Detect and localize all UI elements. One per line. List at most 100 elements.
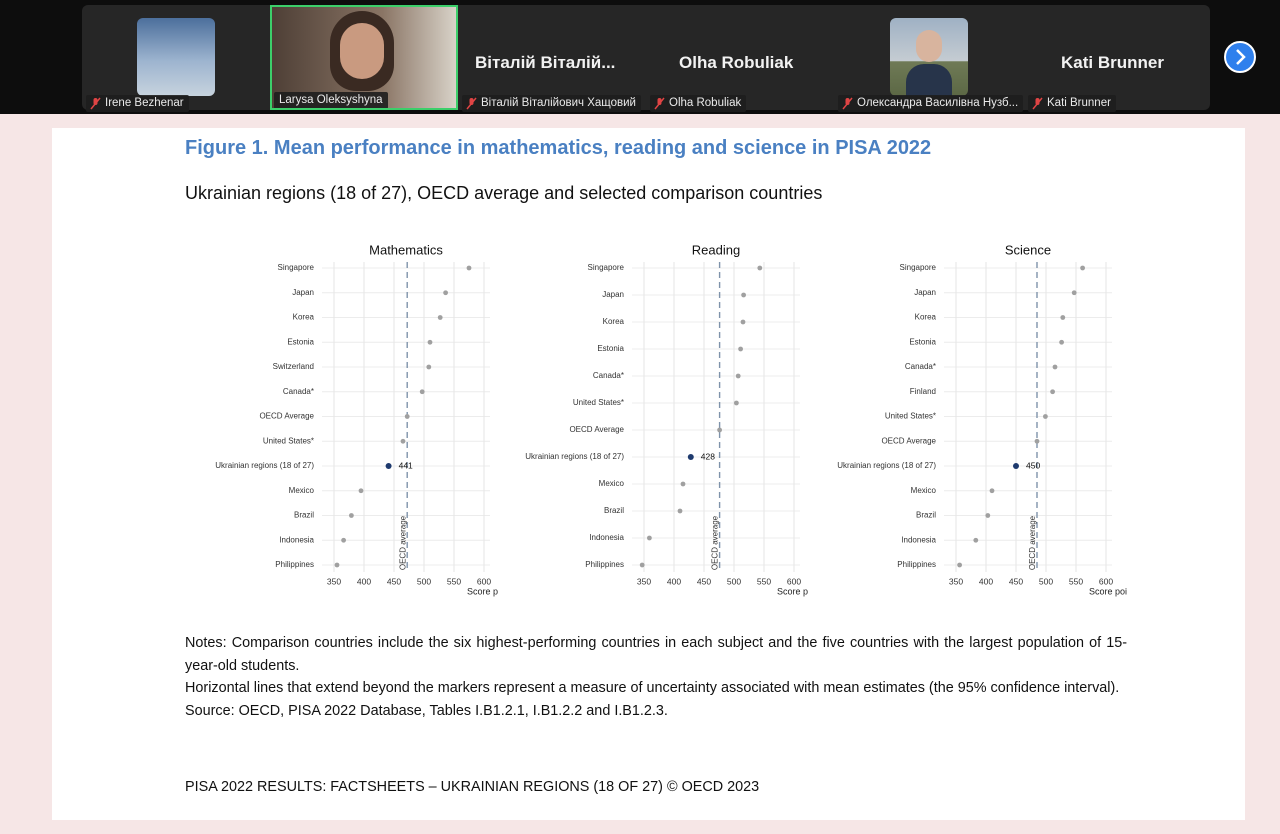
category-label: Ukrainian regions (18 of 27) xyxy=(215,461,314,470)
marker xyxy=(735,373,741,379)
x-tick-label: 550 xyxy=(447,576,461,586)
category-label: Ukrainian regions (18 of 27) xyxy=(837,461,936,470)
participant-tile[interactable]: Kati Brunner Kati Brunner xyxy=(1026,5,1210,112)
participant-name-text: Irene Bezhenar xyxy=(105,97,184,109)
category-label: OECD Average xyxy=(569,425,624,434)
reference-label: OECD average xyxy=(398,515,407,570)
avatar-face xyxy=(916,30,942,62)
mic-off-icon xyxy=(842,97,853,110)
participant-name: Kati Brunner xyxy=(1028,95,1116,112)
x-tick-label: 400 xyxy=(667,576,681,586)
x-tick-label: 550 xyxy=(1069,576,1083,586)
participant-tile[interactable]: Irene Bezhenar xyxy=(84,5,268,112)
participant-name-text: Larysa Oleksyshyna xyxy=(279,94,383,106)
x-tick-label: 450 xyxy=(387,576,401,586)
marker xyxy=(741,292,746,298)
participant-name: Olha Robuliak xyxy=(650,95,747,112)
category-label: Philippines xyxy=(275,560,314,569)
highlight-marker xyxy=(385,463,392,469)
participant-name: Олександра Василівна Нузб... xyxy=(838,95,1024,112)
category-label: Korea xyxy=(293,313,315,322)
note-paragraph: Notes: Comparison countries include the … xyxy=(185,635,1127,674)
category-label: Japan xyxy=(292,288,314,297)
category-label: Singapore xyxy=(900,263,937,272)
participant-tile[interactable]: Олександра Василівна Нузб... xyxy=(838,5,1024,112)
x-tick-label: 400 xyxy=(357,576,371,586)
marker xyxy=(639,562,645,568)
marker xyxy=(426,364,432,370)
value-label: 441 xyxy=(399,460,413,470)
category-label: United States* xyxy=(263,436,314,445)
participant-tile[interactable]: Olha Robuliak Olha Robuliak xyxy=(650,5,835,112)
participant-name-text: Kati Brunner xyxy=(1047,97,1111,109)
category-label: Indonesia xyxy=(901,535,936,544)
mic-off-icon xyxy=(654,97,665,110)
x-tick-label: 600 xyxy=(787,576,801,586)
value-label: 450 xyxy=(1026,460,1040,470)
category-label: Estonia xyxy=(597,344,624,353)
marker xyxy=(1059,339,1064,345)
marker xyxy=(680,481,686,487)
marker xyxy=(734,400,739,406)
avatar-image xyxy=(137,18,215,96)
category-label: Korea xyxy=(915,313,937,322)
category-label: United States* xyxy=(885,412,936,421)
category-label: Canada* xyxy=(905,362,936,371)
category-label: Brazil xyxy=(294,511,314,520)
category-label: Philippines xyxy=(897,560,936,569)
category-label: Japan xyxy=(602,290,624,299)
chevron-icon xyxy=(1236,49,1246,65)
x-tick-label: 500 xyxy=(417,576,431,586)
marker xyxy=(757,265,763,271)
category-label: Philippines xyxy=(585,560,624,569)
slide-subtitle: Ukrainian regions (18 of 27), OECD avera… xyxy=(185,183,823,203)
video-face xyxy=(340,23,384,79)
note-paragraph: Source: OECD, PISA 2022 Database, Tables… xyxy=(185,702,668,719)
category-label: Brazil xyxy=(916,511,936,520)
participant-name-text: Олександра Василівна Нузб... xyxy=(857,97,1019,109)
category-label: Brazil xyxy=(604,506,624,515)
slide-notes: Notes: Comparison countries include the … xyxy=(185,632,1127,722)
category-label: Mexico xyxy=(911,486,937,495)
marker xyxy=(1080,265,1085,271)
mic-off-icon xyxy=(90,97,101,110)
participant-display-name: Olha Robuliak xyxy=(679,53,794,72)
participant-name-text: Віталій Віталійович Хащовий xyxy=(481,97,636,109)
button-circle xyxy=(1224,41,1256,73)
category-label: Estonia xyxy=(909,337,936,346)
x-tick-label: 600 xyxy=(477,576,491,586)
marker xyxy=(419,389,425,395)
x-tick-label: 350 xyxy=(327,576,341,586)
participant-tile[interactable]: Віталій Віталій... Віталій Віталійович Х… xyxy=(460,5,650,112)
category-label: Mexico xyxy=(599,479,625,488)
marker xyxy=(717,427,722,433)
avatar-body xyxy=(906,64,952,96)
next-page-button[interactable] xyxy=(1224,41,1256,73)
category-label: Ukrainian regions (18 of 27) xyxy=(525,452,624,461)
participant-name-text: Olha Robuliak xyxy=(669,97,742,109)
x-tick-label: 500 xyxy=(1039,576,1053,586)
participant-name: Віталій Віталійович Хащовий xyxy=(462,95,641,112)
marker xyxy=(738,346,743,352)
highlight-marker xyxy=(1013,463,1019,469)
x-tick-label: 450 xyxy=(1009,576,1023,586)
participant-display-name: Віталій Віталій... xyxy=(475,53,616,72)
category-label: Finland xyxy=(910,387,936,396)
highlight-marker xyxy=(687,454,694,460)
marker xyxy=(1060,315,1066,320)
marker xyxy=(1052,364,1058,370)
category-label: Canada* xyxy=(593,371,624,380)
marker xyxy=(443,290,448,296)
participant-display-name: Kati Brunner xyxy=(1061,53,1164,72)
participant-name: Irene Bezhenar xyxy=(86,95,189,112)
marker xyxy=(740,319,746,325)
marker xyxy=(1050,389,1055,395)
category-label: Mexico xyxy=(289,486,315,495)
mic-off-icon xyxy=(466,97,477,110)
participant-tile-active[interactable]: Larysa Oleksyshyna xyxy=(270,5,458,110)
chart-title: Reading xyxy=(692,242,740,257)
x-tick-label: 600 xyxy=(1099,576,1113,586)
